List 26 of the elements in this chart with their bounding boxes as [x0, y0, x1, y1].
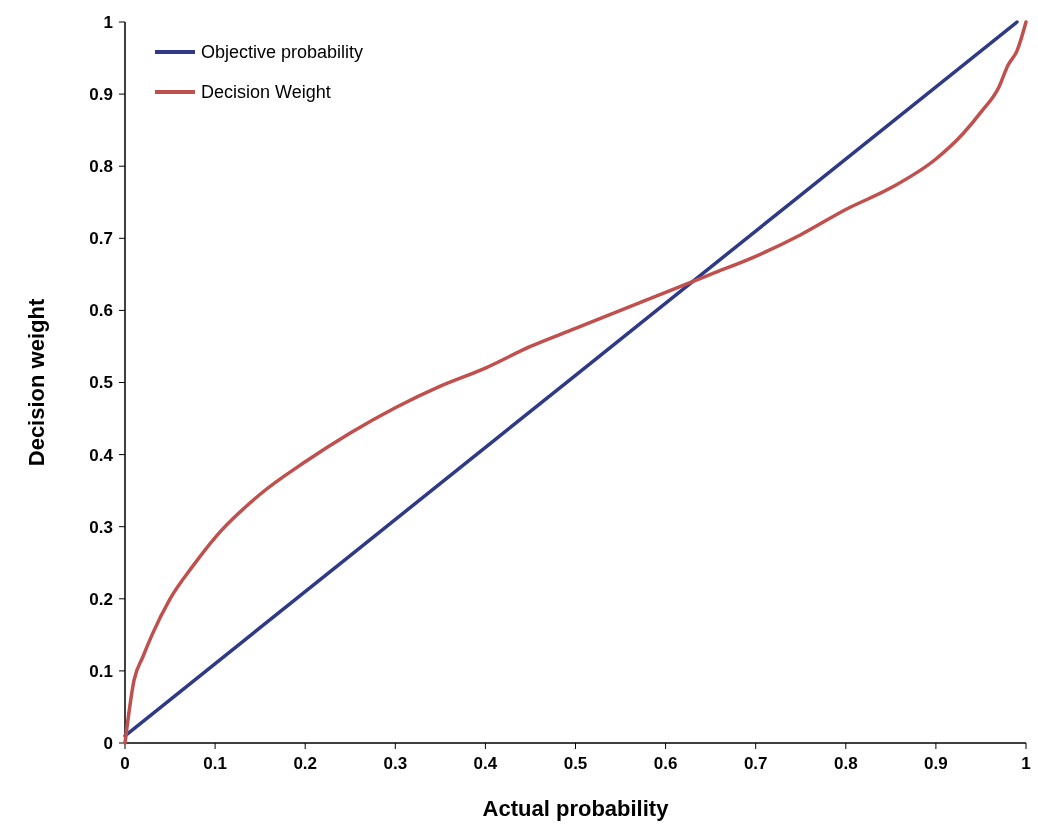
x-tick-label: 0.5	[563, 754, 588, 773]
y-tick-label: 0.9	[89, 85, 113, 105]
x-tick-label: 0	[120, 754, 130, 773]
x-axis-title: Actual probability	[482, 796, 670, 821]
y-tick-label: 0.2	[89, 589, 113, 609]
x-tick-label: 0.3	[383, 754, 408, 773]
x-tick-label: 0.9	[924, 754, 948, 773]
y-tick-label: 0.5	[89, 373, 113, 393]
y-tick-label: 0.1	[89, 661, 113, 681]
y-axis-title: Decision weight	[24, 298, 49, 467]
y-tick-label: 0.4	[89, 445, 114, 465]
x-tick-label: 0.6	[653, 754, 678, 773]
y-tick-label: 0.7	[89, 229, 113, 249]
x-tick-label: 0.7	[743, 754, 768, 773]
x-tick-label: 1	[1021, 754, 1031, 773]
x-tick-label: 0.4	[473, 754, 498, 773]
x-tick-label: 0.8	[833, 754, 858, 773]
x-tick-label: 0.2	[293, 754, 318, 773]
legend-label: Decision Weight	[201, 82, 331, 103]
y-tick-label: 0.6	[89, 301, 113, 321]
x-tick-label: 0.1	[203, 754, 227, 773]
y-tick-label: 0.3	[89, 517, 113, 537]
y-tick-label: 0	[103, 733, 113, 753]
legend-label: Objective probability	[201, 42, 364, 63]
y-tick-label: 0.8	[89, 157, 113, 177]
y-tick-label: 1	[103, 12, 113, 32]
